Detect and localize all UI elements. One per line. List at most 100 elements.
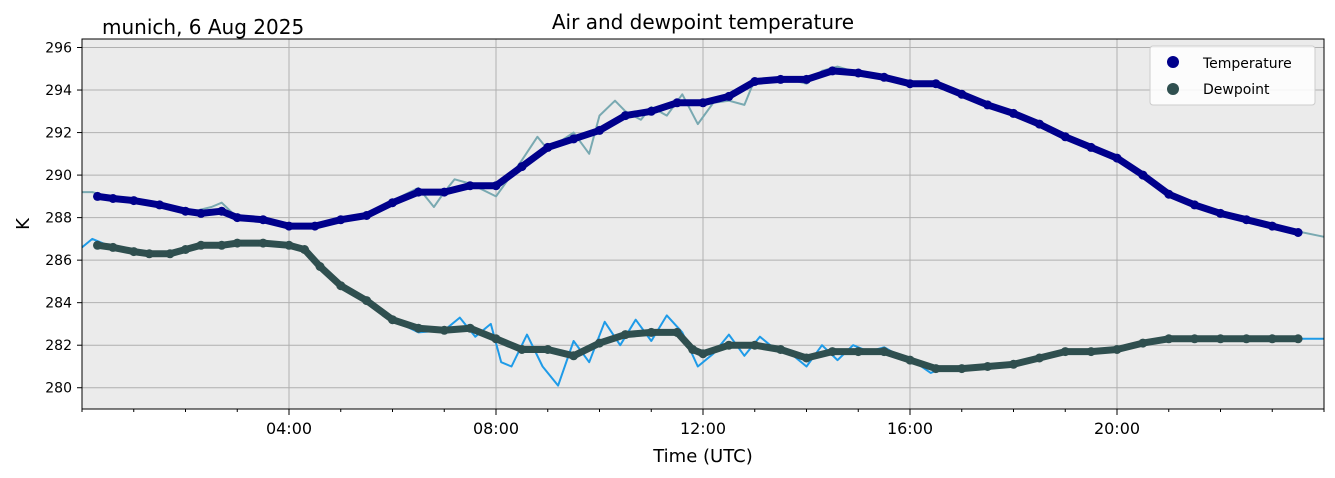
data-point [1009,359,1018,369]
data-point [724,340,734,350]
data-point [957,364,967,374]
data-point [827,66,837,76]
data-point [1034,353,1044,363]
y-tick-label: 290 [45,168,72,184]
data-point [517,162,527,172]
data-point [439,325,449,335]
legend-label-dewpoint: Dewpoint [1203,82,1270,98]
data-point [1060,132,1070,142]
data-point [465,181,475,191]
data-point [1164,334,1174,344]
data-point [93,240,102,250]
y-tick-label: 282 [45,338,72,354]
data-point [1293,334,1303,344]
data-point [1190,200,1200,210]
data-point [646,327,656,337]
x-axis-label: Time (UTC) [652,446,753,467]
data-point [108,242,118,252]
data-point [698,98,708,108]
data-point [543,142,553,152]
data-point [620,111,630,121]
data-point [413,323,423,333]
data-point [196,240,206,250]
y-axis-label: K [13,217,34,230]
data-point [362,211,372,220]
data-point [362,296,372,306]
y-axis: 280 282 284 286 288 290 292 294 296 [45,41,82,397]
data-point [595,125,604,135]
data-point [1241,215,1251,225]
data-point [1216,334,1225,344]
data-point [827,347,837,357]
data-point [336,215,346,225]
data-point [905,355,915,365]
data-point [165,249,175,259]
data-point [388,315,397,325]
data-point [517,345,527,354]
data-point [543,345,553,354]
x-tick-label: 04:00 [266,419,312,438]
data-point [620,330,630,340]
data-point [646,106,656,116]
data-point [698,349,708,359]
y-tick-label: 284 [45,296,72,312]
x-tick-label: 12:00 [680,419,726,438]
data-point [232,213,242,223]
data-point [336,281,346,291]
data-point [217,206,227,216]
x-tick-label: 08:00 [473,419,519,438]
data-point [879,72,889,82]
data-point [672,327,682,337]
data-point [957,89,967,99]
data-point [155,200,165,210]
data-point [931,79,941,89]
data-point [595,338,604,348]
legend-box [1149,45,1316,106]
data-point [569,134,579,144]
data-point [569,351,579,361]
data-point [1060,347,1070,357]
data-point [1086,142,1096,152]
data-point [672,98,682,108]
data-point [1164,189,1174,199]
data-point [879,347,889,357]
data-point [439,187,449,197]
data-point [1293,228,1303,237]
y-tick-label: 286 [45,253,72,269]
data-point [144,249,154,259]
data-point [1086,347,1096,357]
legend-marker-temperature [1167,56,1179,68]
series-marker-band [94,239,1302,373]
data-point [284,240,294,250]
data-point [388,198,397,208]
legend-label-temperature: Temperature [1202,56,1292,72]
data-point [181,206,190,216]
plot-frame [81,38,1325,410]
data-point [750,340,760,350]
data-point [983,100,993,110]
x-tick-label: 16:00 [887,419,933,438]
data-point [310,221,320,231]
data-point [776,74,786,84]
y-tick-label: 294 [45,83,72,99]
data-point [258,238,268,248]
x-axis: 04:00 08:00 12:00 16:00 20:00 [81,409,1325,438]
data-point [1241,334,1251,344]
y-tick-label: 292 [45,126,72,142]
chart-title: Air and dewpoint temperature [552,10,854,34]
data-point [258,215,268,225]
data-point [1034,119,1044,129]
data-point [853,68,863,78]
x-tick-label: 20:00 [1094,419,1140,438]
data-point [688,345,698,354]
data-point [196,208,206,218]
data-point [724,91,734,101]
data-point [465,323,475,333]
data-point [1112,345,1122,354]
data-point [1009,108,1018,118]
data-point [129,247,139,257]
data-point [853,347,863,357]
data-point [491,181,501,191]
data-point [315,262,325,271]
